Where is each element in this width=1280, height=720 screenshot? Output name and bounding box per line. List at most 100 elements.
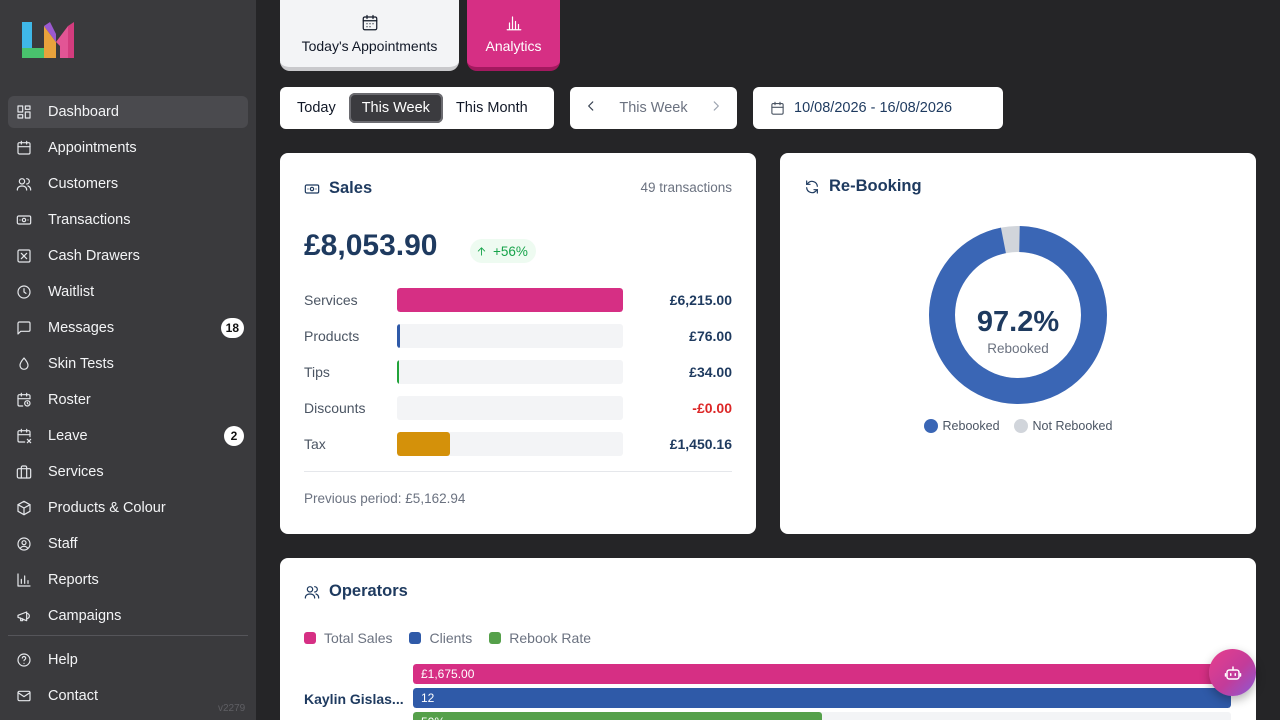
- range-this-month-button[interactable]: This Month: [455, 100, 528, 116]
- operators-title: Operators: [304, 582, 408, 601]
- legend-clients[interactable]: Clients: [409, 630, 472, 646]
- legend-swatch: [409, 632, 422, 644]
- date-range-picker[interactable]: 10/08/2026 - 16/08/2026: [753, 87, 1003, 129]
- legend-swatch: [1013, 419, 1028, 433]
- sidebar-item-label: Leave: [48, 428, 88, 444]
- sidebar-item-waitlist[interactable]: Waitlist: [8, 276, 248, 308]
- sidebar-item-messages[interactable]: Messages 18: [8, 312, 248, 344]
- sales-row-track: [397, 324, 623, 348]
- operator-sales-bar[interactable]: £1,675.00: [413, 664, 1231, 684]
- sales-row-discounts: Discounts -£0.00: [304, 396, 732, 420]
- sales-row-label: Tips: [304, 364, 330, 380]
- sales-row-products: Products £76.00: [304, 324, 732, 348]
- sidebar: Dashboard Appointments Customers Transac…: [0, 0, 256, 720]
- app-version: v2279: [218, 703, 246, 714]
- previous-period-total: Previous period: £5,162.94: [304, 491, 466, 506]
- bar-chart-icon: [16, 572, 32, 588]
- user-circle-icon: [16, 536, 32, 552]
- sidebar-item-label: Cash Drawers: [48, 248, 140, 264]
- sidebar-item-roster[interactable]: Roster: [8, 384, 248, 416]
- banknote-icon: [16, 212, 32, 228]
- operator-name[interactable]: Kaylin Gislas...: [304, 691, 404, 707]
- sales-row-track: [397, 432, 623, 456]
- rebooked-segment[interactable]: [929, 226, 1107, 404]
- sidebar-item-label: Messages: [48, 320, 115, 336]
- sidebar-item-label: Products & Colour: [48, 500, 166, 516]
- sidebar-item-label: Dashboard: [48, 104, 119, 120]
- sidebar-item-campaigns[interactable]: Campaigns: [8, 600, 248, 632]
- period-navigator: This Week: [570, 87, 737, 129]
- rebooking-legend: Rebooked Not Rebooked: [780, 419, 1256, 433]
- sidebar-item-products-colour[interactable]: Products & Colour: [8, 492, 248, 524]
- sidebar-item-dashboard[interactable]: Dashboard: [8, 96, 248, 128]
- sales-change-badge: +56%: [470, 239, 536, 263]
- sidebar-footer-nav: Help Contact: [8, 644, 248, 716]
- legend-rebooked[interactable]: Rebooked: [923, 419, 1000, 433]
- sidebar-divider: [8, 635, 248, 636]
- sales-row-value: £1,450.16: [669, 436, 732, 452]
- sidebar-item-appointments[interactable]: Appointments: [8, 132, 248, 164]
- tab-label: Analytics: [485, 37, 542, 54]
- sales-row-label: Services: [304, 292, 358, 308]
- sidebar-nav: Dashboard Appointments Customers Transac…: [8, 96, 248, 636]
- sidebar-item-cash-drawers[interactable]: Cash Drawers: [8, 240, 248, 272]
- tab-todays-appointments[interactable]: Today's Appointments: [280, 0, 459, 71]
- sidebar-item-reports[interactable]: Reports: [8, 564, 248, 596]
- banknote-icon: [304, 183, 320, 194]
- legend-label: Rebooked: [942, 419, 1000, 433]
- clock-icon: [16, 284, 32, 300]
- sales-row-label: Products: [304, 328, 360, 344]
- sales-row-value: £34.00: [689, 364, 732, 380]
- divider: [304, 471, 732, 472]
- sidebar-item-customers[interactable]: Customers: [8, 168, 248, 200]
- bar-chart-icon: [506, 15, 521, 30]
- sales-row-label: Tax: [304, 436, 326, 452]
- legend-rebook-rate[interactable]: Rebook Rate: [489, 630, 591, 646]
- operator-clients-bar[interactable]: 12: [413, 688, 1231, 708]
- calendar-clock-icon: [16, 392, 32, 408]
- sidebar-item-services[interactable]: Services: [8, 456, 248, 488]
- previous-period-button[interactable]: [584, 99, 598, 118]
- dashboard-icon: [16, 104, 32, 120]
- tab-analytics[interactable]: Analytics: [467, 0, 560, 71]
- sales-change-value: +56%: [493, 243, 528, 259]
- package-icon: [16, 500, 32, 516]
- briefcase-icon: [16, 464, 32, 480]
- sidebar-item-label: Skin Tests: [48, 356, 114, 372]
- assistant-button[interactable]: [1209, 649, 1256, 696]
- sidebar-item-help[interactable]: Help: [8, 644, 248, 676]
- rebooking-title-text: Re-Booking: [829, 177, 922, 195]
- legend-swatch: [489, 632, 502, 644]
- rebook-percent: 97.2%: [976, 306, 1060, 338]
- sidebar-item-label: Services: [48, 464, 104, 480]
- sidebar-item-staff[interactable]: Staff: [8, 528, 248, 560]
- users-icon: [16, 176, 32, 192]
- legend-total-sales[interactable]: Total Sales: [304, 630, 392, 646]
- legend-label: Rebook Rate: [509, 630, 591, 646]
- sales-row-bar: [397, 432, 450, 456]
- mail-icon: [16, 688, 32, 704]
- sales-title-text: Sales: [329, 179, 373, 197]
- sidebar-item-leave[interactable]: Leave 2: [8, 420, 248, 452]
- legend-not-rebooked[interactable]: Not Rebooked: [1013, 419, 1112, 433]
- operator-rebook-bar[interactable]: 50%: [413, 712, 822, 720]
- sidebar-item-skin-tests[interactable]: Skin Tests: [8, 348, 248, 380]
- sales-row-bar: [397, 288, 623, 312]
- calendar-off-icon: [16, 428, 32, 444]
- legend-label: Total Sales: [324, 630, 393, 646]
- droplet-icon: [16, 356, 32, 372]
- sidebar-item-transactions[interactable]: Transactions: [8, 204, 248, 236]
- operators-title-text: Operators: [329, 582, 408, 600]
- range-today-button[interactable]: Today: [297, 100, 336, 116]
- app-logo[interactable]: [20, 20, 76, 60]
- sales-row-track: [397, 288, 623, 312]
- sales-card: Sales 49 transactions £8,053.90 +56% Ser…: [280, 153, 756, 534]
- sales-row-track: [397, 360, 623, 384]
- sidebar-item-label: Customers: [48, 176, 119, 192]
- range-this-week-button[interactable]: This Week: [348, 93, 443, 123]
- arrow-up-icon: [477, 246, 486, 256]
- next-period-button[interactable]: [709, 99, 723, 118]
- period-label: This Week: [619, 100, 688, 116]
- sidebar-item-contact[interactable]: Contact: [8, 680, 248, 712]
- sales-row-value: -£0.00: [692, 400, 732, 416]
